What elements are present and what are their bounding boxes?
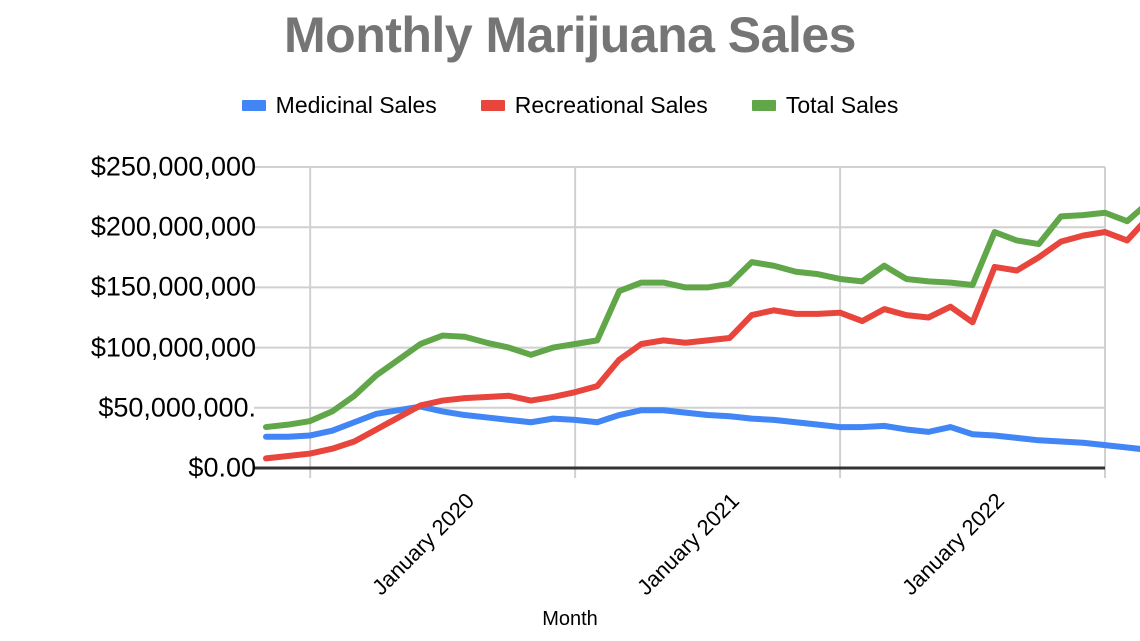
legend-item-2[interactable]: Total Sales <box>751 92 899 119</box>
legend-label-0: Medicinal Sales <box>275 92 437 118</box>
series-line-recreational-sales <box>263 221 1140 462</box>
series-line-medicinal-sales <box>263 403 1140 452</box>
legend-swatch-recreational-icon <box>480 100 505 111</box>
y-tick-label-3: $100,000,000 <box>90 332 256 363</box>
legend-item-1[interactable]: Recreational Sales <box>480 92 708 119</box>
y-tick-label-2: $150,000,000 <box>90 271 256 302</box>
y-tick-label-5: $0.00 <box>188 452 256 483</box>
y-tick-label-0: $250,000,000 <box>90 151 256 182</box>
legend-swatch-total-icon <box>751 100 776 111</box>
chart-legend: Medicinal Sales Recreational Sales Total S… <box>0 92 1140 119</box>
y-tick-label-1: $200,000,000 <box>90 211 256 242</box>
series-line-total-sales <box>263 205 1140 431</box>
x-axis-title: Month <box>542 608 598 630</box>
legend-label-1: Recreational Sales <box>514 92 708 118</box>
chart-title: Monthly Marijuana Sales <box>284 7 856 63</box>
legend-label-2: Total Sales <box>785 92 899 118</box>
y-tick-label-4: $50,000,000. <box>98 392 256 423</box>
legend-item-0[interactable]: Medicinal Sales <box>241 92 437 119</box>
legend-swatch-medicinal-icon <box>241 100 266 111</box>
y-axis-labels: $250,000,000 $200,000,000 $150,000,000 $100… <box>0 0 256 641</box>
